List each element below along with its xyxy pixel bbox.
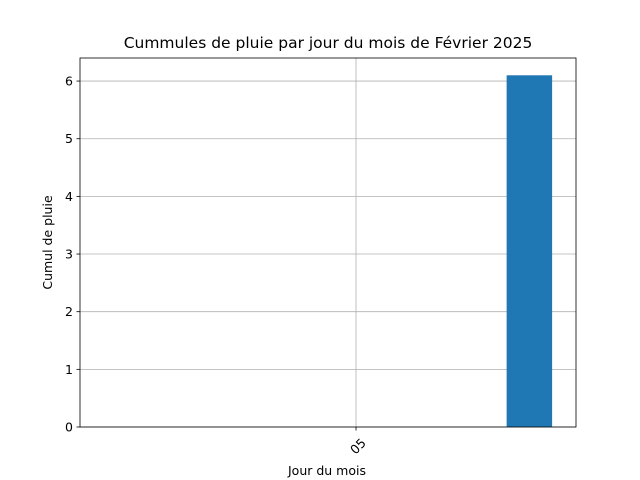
- y-tick-label: 4: [65, 189, 73, 204]
- y-tick-label: 3: [65, 247, 73, 262]
- y-axis-label: Cumul de pluie: [40, 195, 55, 290]
- y-tick-label: 6: [65, 74, 73, 89]
- plot-frame: [79, 57, 577, 428]
- x-axis-label: Jour du mois: [287, 463, 366, 478]
- chart-title: Cummules de pluie par jour du mois de Fé…: [124, 34, 533, 52]
- y-tick-label: 5: [65, 131, 73, 146]
- y-tick-label: 0: [65, 420, 73, 435]
- y-axis-ticks: 0 1 2 3 4 5 6: [65, 74, 80, 435]
- bars: [506, 75, 553, 427]
- y-tick-label: 1: [65, 362, 73, 377]
- bar-05: [506, 75, 553, 427]
- y-tick-label: 2: [65, 304, 73, 319]
